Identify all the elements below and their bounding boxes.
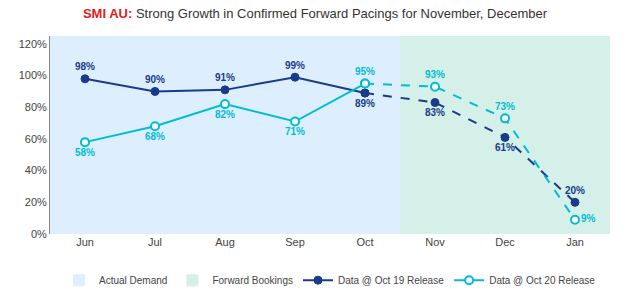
svg-text:93%: 93%	[425, 69, 445, 80]
svg-text:SMI AU: Strong Growth in Confi: SMI AU: Strong Growth in Confirmed Forwa…	[83, 6, 548, 21]
svg-text:0%: 0%	[31, 228, 47, 240]
svg-text:120%: 120%	[19, 38, 47, 50]
svg-text:100%: 100%	[19, 69, 47, 81]
svg-text:20%: 20%	[25, 196, 47, 208]
svg-text:80%: 80%	[25, 101, 47, 113]
svg-text:91%: 91%	[215, 72, 235, 83]
svg-text:40%: 40%	[25, 164, 47, 176]
svg-text:Jul: Jul	[148, 236, 162, 248]
svg-text:20%: 20%	[565, 185, 585, 196]
svg-text:Oct: Oct	[356, 236, 373, 248]
svg-text:90%: 90%	[145, 74, 165, 85]
svg-text:83%: 83%	[425, 107, 445, 118]
svg-text:Jan: Jan	[566, 236, 584, 248]
svg-text:68%: 68%	[145, 131, 165, 142]
svg-text:61%: 61%	[495, 142, 515, 153]
svg-text:Dec: Dec	[495, 236, 515, 248]
svg-text:99%: 99%	[285, 60, 305, 71]
svg-text:71%: 71%	[285, 126, 305, 137]
svg-text:Sep: Sep	[285, 236, 305, 248]
svg-text:89%: 89%	[355, 98, 375, 109]
svg-text:Jun: Jun	[76, 236, 94, 248]
svg-text:Actual Demand: Actual Demand	[99, 275, 167, 286]
svg-text:Aug: Aug	[215, 236, 235, 248]
svg-text:98%: 98%	[75, 61, 95, 72]
svg-text:9%: 9%	[581, 213, 596, 224]
svg-text:Forward Bookings: Forward Bookings	[212, 275, 293, 286]
svg-text:58%: 58%	[75, 147, 95, 158]
svg-text:82%: 82%	[215, 109, 235, 120]
svg-text:73%: 73%	[495, 101, 515, 112]
svg-text:Nov: Nov	[425, 236, 445, 248]
svg-text:Data @ Oct 20 Release: Data @ Oct 20 Release	[489, 275, 595, 286]
svg-text:95%: 95%	[355, 66, 375, 77]
svg-text:Data @ Oct 19 Release: Data @ Oct 19 Release	[338, 275, 444, 286]
svg-text:60%: 60%	[25, 133, 47, 145]
